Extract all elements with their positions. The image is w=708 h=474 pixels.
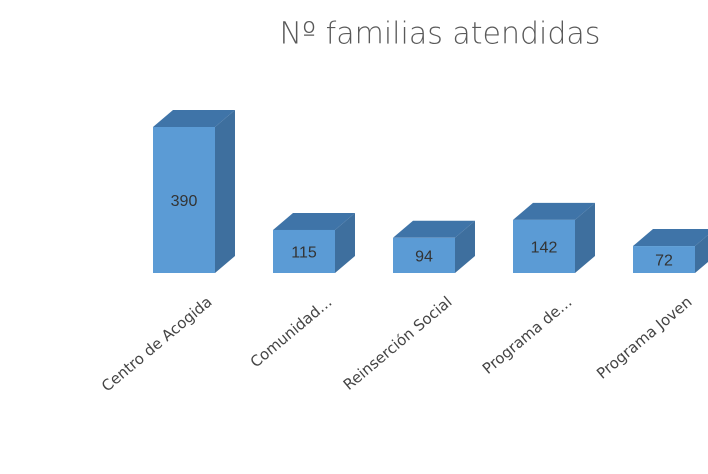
data-label: 115 xyxy=(291,245,317,262)
bar-side xyxy=(455,220,475,273)
x-tick-label: Reinserción Social xyxy=(340,293,456,394)
bar xyxy=(633,246,695,273)
bar-top xyxy=(393,220,475,238)
bar-top xyxy=(153,110,235,127)
bar-side xyxy=(335,212,355,273)
data-label: 390 xyxy=(171,193,198,210)
data-label: 94 xyxy=(415,249,433,266)
bar-top xyxy=(273,212,355,230)
bar-side xyxy=(215,110,235,273)
bar xyxy=(393,237,455,273)
bar-side xyxy=(575,202,595,273)
x-tick-label: Programa Joven xyxy=(593,293,695,383)
bar xyxy=(153,127,215,273)
x-tick-label: Centro de Acogida xyxy=(98,293,215,396)
bar xyxy=(513,219,575,273)
bar xyxy=(273,229,335,273)
bar-top xyxy=(513,202,595,220)
bar-side xyxy=(695,234,708,273)
chart-title: Nº familias atendidas xyxy=(280,17,601,52)
bar-top xyxy=(633,229,708,247)
data-label: 72 xyxy=(655,253,673,270)
x-tick-label: Programa de… xyxy=(479,293,576,378)
x-tick-label: Comunidad… xyxy=(247,293,336,372)
data-label: 142 xyxy=(531,240,558,257)
